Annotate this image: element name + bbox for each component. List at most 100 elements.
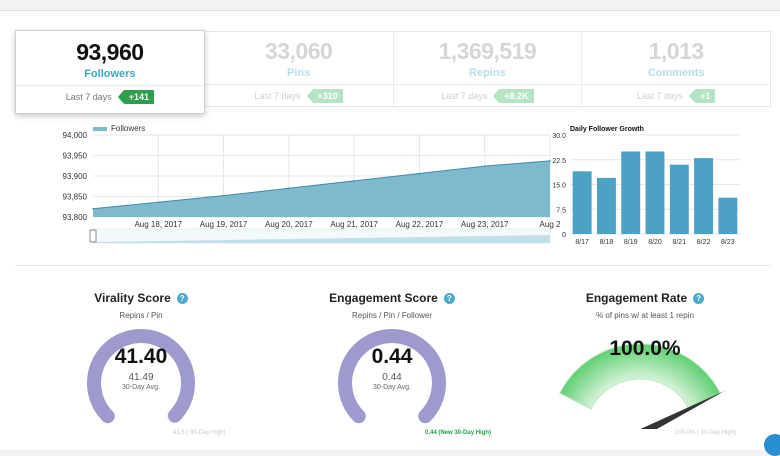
pins-period: Last 7 days +310 xyxy=(204,84,393,106)
chat-bubble-icon[interactable] xyxy=(764,434,780,456)
x-tick-label: Aug 2 xyxy=(540,220,561,229)
legend-label: Followers xyxy=(111,124,145,133)
tab-pins[interactable]: 33,060 Pins Last 7 days +310 xyxy=(204,32,394,106)
pins-delta-badge: +310 xyxy=(306,88,343,103)
engagement-score-avg: 0.44 xyxy=(382,372,402,383)
bar xyxy=(669,164,689,234)
engagement-rate-title-text: Engagement Rate xyxy=(585,291,688,305)
comments-period-label: Last 7 days xyxy=(636,90,683,101)
engagement-score-value: 0.44 xyxy=(371,345,413,368)
virality-score-value: 41.40 xyxy=(114,345,168,368)
virality-score-title-text: Virality Score xyxy=(94,291,171,305)
comments-label: Comments xyxy=(647,67,705,79)
gauge-fill xyxy=(87,329,195,424)
gauge-fill xyxy=(338,329,446,424)
x-tick-label: Aug 21, 2017 xyxy=(330,220,378,229)
legend-swatch xyxy=(93,127,107,131)
pins-label: Pins xyxy=(287,67,311,79)
y-tick-label: 30.0 xyxy=(552,133,566,140)
engagement-score-subtitle: Repins / Pin / Follower xyxy=(351,311,433,320)
y-tick-label: 15.0 xyxy=(552,183,566,190)
navigator-area xyxy=(93,235,550,243)
comments-period: Last 7 days +1 xyxy=(582,84,770,106)
data-point xyxy=(288,187,290,190)
y-tick-label: 93,950 xyxy=(63,152,88,161)
bar-chart-title: Daily Follower Growth xyxy=(570,126,644,133)
pins-count: 33,060 xyxy=(264,38,333,64)
engagement-rate-high: 100.0% ( 30-Day High) xyxy=(675,430,737,436)
stat-tabs: 93,960 Followers Last 7 days +141 33,060… xyxy=(15,30,771,114)
help-icon[interactable]: ? xyxy=(443,292,455,304)
engagement-rate-arc xyxy=(559,343,725,429)
y-tick-label: 94,000 xyxy=(63,131,88,140)
followers-period-label: Last 7 days xyxy=(65,91,112,102)
engagement-rate-subtitle: % of pins w/ at least 1 repin xyxy=(596,311,694,320)
repins-delta-badge: +8.2K xyxy=(493,88,534,103)
repins-period: Last 7 days +8.2K xyxy=(393,84,582,106)
bar xyxy=(572,171,592,234)
navigator-handle xyxy=(89,229,97,243)
followers-period: Last 7 days +141 xyxy=(16,85,204,107)
y-tick-label: 22.5 xyxy=(552,158,566,165)
y-tick-label: 93,850 xyxy=(63,193,88,202)
engagement-score-arc xyxy=(338,329,446,424)
followers-count: 93,960 xyxy=(76,39,144,65)
bar xyxy=(596,177,616,234)
help-icon[interactable]: ? xyxy=(176,292,188,304)
tab-followers[interactable]: 93,960 Followers Last 7 days +141 xyxy=(15,30,205,114)
data-point xyxy=(353,180,355,182)
virality-score-gauge: Virality Score ? Repins / Pin 41.40 41.4… xyxy=(31,289,251,436)
virality-score-arc xyxy=(87,329,195,424)
y-tick-label: 7.5 xyxy=(556,207,566,214)
pins-period-label: Last 7 days xyxy=(254,90,301,101)
help-icon[interactable]: ? xyxy=(693,292,705,304)
followers-chart: 94,000 93,950 93,900 93,850 93,800 Aug 18, 20… xyxy=(40,121,580,256)
x-tick-label: 8/21 xyxy=(672,239,686,246)
data-point xyxy=(157,201,160,204)
x-tick-label: 8/22 xyxy=(697,239,711,246)
virality-score-title: Virality Score ? xyxy=(94,291,188,305)
virality-score-high: 41.6 ( 30-Day High) xyxy=(173,430,226,436)
gauge-needle xyxy=(640,390,725,429)
section-divider xyxy=(15,265,771,266)
engagement-score-avg-label: 30-Day Avg. xyxy=(372,384,411,391)
engagement-score-title: Engagement Score ? xyxy=(329,291,455,305)
repins-period-label: Last 7 days xyxy=(441,90,488,101)
gauge-band xyxy=(559,343,721,410)
virality-score-avg-label: 30-Day Avg. xyxy=(121,384,160,391)
tab-comments[interactable]: 1,013 Comments Last 7 days +1 xyxy=(582,32,770,106)
engagement-score-high: 0.44 (New 30-Day High) xyxy=(425,430,492,436)
x-tick-label: Aug 20, 2017 xyxy=(265,220,313,229)
x-tick-label: 8/19 xyxy=(624,239,638,246)
repins-count: 1,369,519 xyxy=(438,38,537,64)
followers-area-chart: 94,000 93,950 93,900 93,850 93,800 Aug 18, 20… xyxy=(63,124,561,244)
engagement-score-gauge: Engagement Score ? Repins / Pin / Follow… xyxy=(282,289,502,436)
y-tick-label: 93,900 xyxy=(63,172,88,181)
repins-label: Repins xyxy=(469,67,506,79)
comments-delta-badge: +1 xyxy=(688,88,716,103)
followers-label: Followers xyxy=(84,68,136,80)
data-point xyxy=(549,160,551,162)
x-tick-label: 8/17 xyxy=(575,239,589,246)
engagement-rate-value: 100.0% xyxy=(609,337,681,360)
x-tick-label: Aug 19, 2017 xyxy=(200,220,248,229)
virality-score-avg: 41.49 xyxy=(128,372,154,383)
engagement-score-title-text: Engagement Score xyxy=(329,291,438,305)
x-tick-label: Aug 23, 2017 xyxy=(461,220,509,229)
comments-count: 1,013 xyxy=(648,38,705,64)
x-tick-label: 8/20 xyxy=(648,239,662,246)
followers-area xyxy=(93,160,550,217)
y-tick-label: 0 xyxy=(562,232,566,239)
bar xyxy=(694,158,714,234)
virality-score-subtitle: Repins / Pin xyxy=(119,311,163,320)
bar xyxy=(645,151,665,234)
engagement-rate-title: Engagement Rate ? xyxy=(585,291,705,305)
x-tick-label: Aug 22, 2017 xyxy=(396,220,444,229)
data-point xyxy=(92,208,94,210)
dashboard-panel: 93,960 Followers Last 7 days +141 33,060… xyxy=(0,10,780,456)
bar xyxy=(718,197,738,234)
followers-delta-badge: +141 xyxy=(117,89,155,104)
bar xyxy=(621,151,641,234)
tab-repins[interactable]: 1,369,519 Repins Last 7 days +8.2K xyxy=(393,32,583,106)
data-point xyxy=(483,165,486,167)
